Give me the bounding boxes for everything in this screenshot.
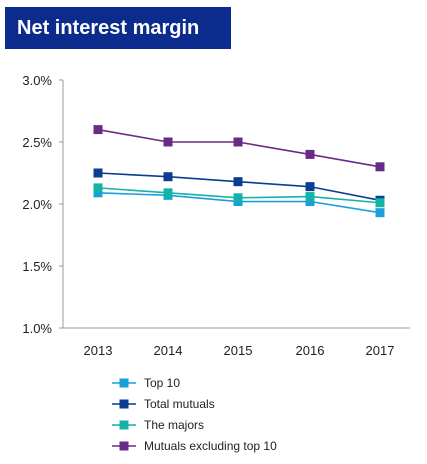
legend-item: Total mutuals	[112, 397, 215, 411]
series-lines	[93, 125, 385, 218]
x-tick-label: 2015	[224, 343, 253, 358]
data-point-marker	[305, 197, 315, 207]
data-point-marker	[93, 188, 103, 198]
legend-marker	[119, 441, 129, 451]
data-point-marker	[375, 162, 385, 172]
y-tick-label: 2.0%	[22, 197, 52, 212]
data-point-marker	[305, 182, 315, 192]
data-point-marker	[305, 149, 315, 159]
y-tick-label: 3.0%	[22, 73, 52, 88]
legend-label: Top 10	[144, 376, 180, 390]
chart-axes: 1.0% 1.5% 2.0% 2.5% 3.0% 2013 2014 2015 2016 2017	[22, 73, 410, 358]
series-mutuals-excluding-top-10	[93, 125, 385, 172]
legend-label: Total mutuals	[144, 397, 215, 411]
chart-title: Net interest margin	[5, 7, 231, 49]
y-tick-label: 1.5%	[22, 259, 52, 274]
y-tick-label: 1.0%	[22, 321, 52, 336]
data-point-marker	[233, 193, 243, 203]
data-point-marker	[163, 172, 173, 182]
data-point-marker	[163, 188, 173, 198]
legend-item: Top 10	[112, 376, 180, 390]
y-tick-label: 2.5%	[22, 135, 52, 150]
data-point-marker	[233, 177, 243, 187]
data-point-marker	[375, 208, 385, 218]
series-line	[97, 128, 381, 168]
legend-item: Mutuals excluding top 10	[112, 439, 277, 453]
data-point-marker	[305, 192, 315, 202]
legend-marker	[119, 399, 129, 409]
data-point-marker	[93, 183, 103, 193]
legend-item: The majors	[112, 418, 204, 432]
x-tick-label: 2014	[154, 343, 183, 358]
data-point-marker	[233, 137, 243, 147]
x-tick-label: 2016	[296, 343, 325, 358]
legend-marker	[119, 378, 129, 388]
legend-marker	[119, 420, 129, 430]
data-point-marker	[375, 198, 385, 208]
series-the-majors	[93, 183, 385, 208]
legend-label: Mutuals excluding top 10	[144, 439, 277, 453]
legend-label: The majors	[144, 418, 204, 432]
data-point-marker	[93, 168, 103, 178]
data-point-marker	[163, 137, 173, 147]
x-tick-label: 2017	[366, 343, 395, 358]
x-tick-label: 2013	[84, 343, 113, 358]
chart-legend: Top 10 Total mutuals The majors Mutuals exc…	[112, 376, 277, 453]
data-point-marker	[93, 125, 103, 135]
